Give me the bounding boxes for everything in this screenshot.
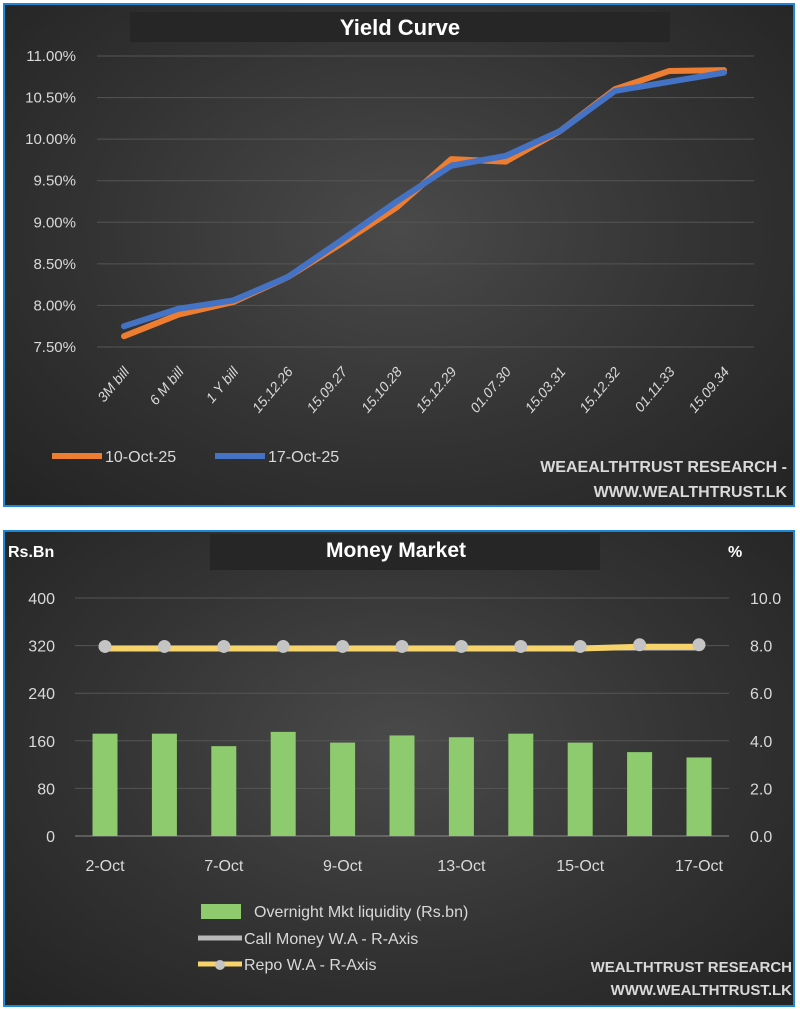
bar xyxy=(567,742,593,836)
repo-marker xyxy=(276,639,290,653)
left-axis-title: Rs.Bn xyxy=(8,544,54,561)
repo-marker xyxy=(98,639,112,653)
right-tick-label: 10.0 xyxy=(750,591,781,608)
left-tick-label: 240 xyxy=(28,686,55,703)
y-tick-label: 7.50% xyxy=(33,339,76,356)
x-tick-label: 15-Oct xyxy=(556,858,605,875)
chart-title: Money Market xyxy=(326,539,466,562)
money-market-panel: Money Market Rs.Bn% 400 10.0 320 8.0 240 6.0 160… xyxy=(3,530,795,1007)
repo-marker xyxy=(157,639,171,653)
repo-marker xyxy=(514,639,528,653)
bar xyxy=(151,733,177,836)
repo-marker xyxy=(217,639,231,653)
legend-swatch-bar xyxy=(201,904,241,919)
left-tick-label: 160 xyxy=(28,734,55,751)
x-tick-label: 3M bill xyxy=(94,363,133,405)
x-tick-label: 15.12.29 xyxy=(412,363,459,415)
right-tick-label: 8.0 xyxy=(750,639,772,656)
repo-marker xyxy=(336,639,350,653)
legend-label: Overnight Mkt liquidity (Rs.bn) xyxy=(254,904,468,921)
right-axis-title: % xyxy=(728,544,742,561)
bar xyxy=(508,733,534,836)
yield-curve-panel: Yield Curve 11.00% 10.50% 10.00% 9.50% 9.00% 8… xyxy=(3,3,795,507)
repo-marker xyxy=(573,639,587,653)
bar xyxy=(270,731,296,836)
chart-title: Yield Curve xyxy=(340,15,460,40)
bar xyxy=(686,757,712,836)
legend-label: 17-Oct-25 xyxy=(268,449,339,466)
x-tick-label: 01.07.30 xyxy=(467,363,514,415)
title-band xyxy=(210,534,600,570)
x-tick-label: 15.12.26 xyxy=(249,363,296,415)
left-tick-label: 400 xyxy=(28,591,55,608)
x-tick-label: 15.03.31 xyxy=(521,364,568,416)
watermark-text: WEAEALTHTRUST RESEARCH - xyxy=(540,459,787,476)
watermark-text: WWW.WEALTHTRUST.LK xyxy=(594,484,788,501)
legend-label: 10-Oct-25 xyxy=(105,449,176,466)
x-tick-label: 13-Oct xyxy=(437,858,486,875)
series-line-17-Oct-25 xyxy=(121,69,727,330)
x-tick-label: 15.09.27 xyxy=(303,363,351,416)
right-tick-label: 0.0 xyxy=(750,829,772,846)
left-tick-label: 0 xyxy=(46,829,55,846)
yield-curve-chart: Yield Curve 11.00% 10.50% 10.00% 9.50% 9.00% 8… xyxy=(25,12,788,501)
left-tick-label: 80 xyxy=(37,781,55,798)
repo-marker xyxy=(633,638,647,652)
x-tick-label: 01.11.33 xyxy=(631,363,678,414)
x-tick-label: 1 Y bill xyxy=(202,363,242,406)
right-tick-label: 2.0 xyxy=(750,781,772,798)
series-line-10-Oct-25 xyxy=(121,67,727,340)
bar xyxy=(211,746,237,836)
repo-marker xyxy=(454,639,468,653)
bar xyxy=(627,752,653,836)
right-tick-label: 6.0 xyxy=(750,686,772,703)
bar xyxy=(448,737,474,836)
legend-label: Repo W.A - R-Axis xyxy=(244,957,376,974)
x-tick-label: 9-Oct xyxy=(323,858,363,875)
x-tick-label: 6 M bill xyxy=(146,363,187,408)
x-tick-label: 15.09.34 xyxy=(685,363,732,415)
legend-label: Call Money W.A - R-Axis xyxy=(244,931,418,948)
money-market-chart: Money Market Rs.Bn % 400 10.0 320 8.0 240 6.0 160… xyxy=(8,534,793,999)
right-tick-label: 4.0 xyxy=(750,734,772,751)
legend-marker-repo xyxy=(215,960,225,970)
y-tick-label: 10.00% xyxy=(25,131,76,148)
y-tick-label: 11.00% xyxy=(26,48,76,65)
x-tick-label: 15.12.32 xyxy=(576,363,623,415)
bar xyxy=(389,735,415,836)
left-tick-label: 320 xyxy=(28,639,55,656)
x-tick-label: 15.10.28 xyxy=(358,363,405,415)
x-tick-label: 17-Oct xyxy=(675,858,724,875)
y-tick-label: 8.50% xyxy=(33,256,76,273)
y-tick-label: 10.50% xyxy=(25,90,76,107)
bar xyxy=(330,742,356,836)
y-tick-label: 9.00% xyxy=(33,214,76,231)
watermark-text: WWW.WEALTHTRUST.LK xyxy=(611,982,793,999)
repo-marker xyxy=(692,638,706,652)
y-tick-label: 9.50% xyxy=(33,173,76,190)
bar xyxy=(92,733,118,836)
title-band xyxy=(130,12,670,42)
x-tick-label: 7-Oct xyxy=(204,858,244,875)
y-tick-label: 8.00% xyxy=(33,297,76,314)
x-tick-label: 2-Oct xyxy=(85,858,125,875)
repo-marker xyxy=(395,639,409,653)
watermark-text: WEALTHTRUST RESEARCH xyxy=(591,959,792,976)
